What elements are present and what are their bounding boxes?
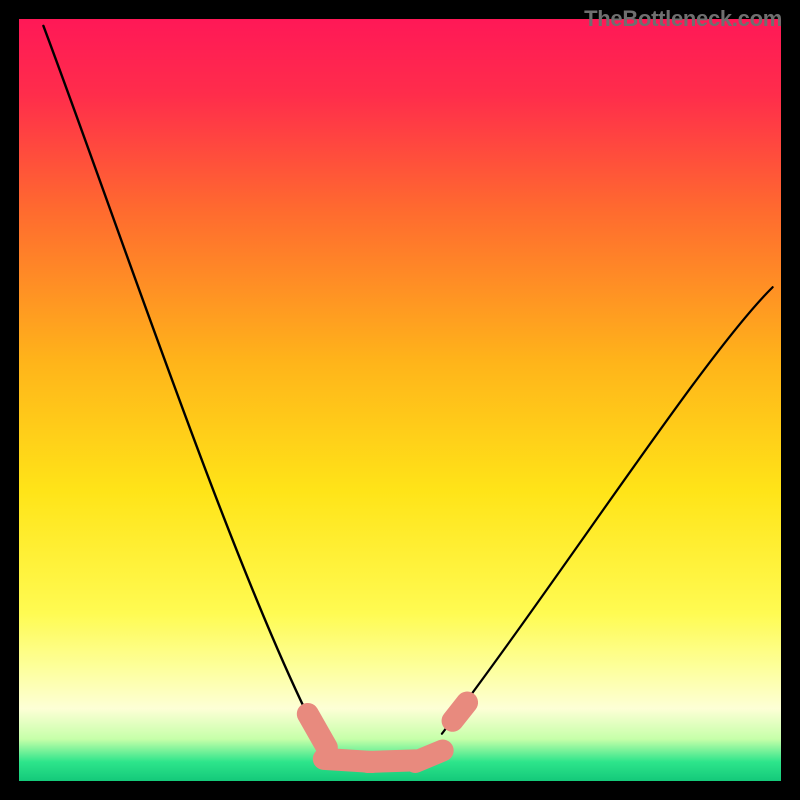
bottleneck-chart (0, 0, 800, 800)
trough-segment (453, 703, 467, 721)
chart-frame: TheBottleneck.com (0, 0, 800, 800)
trough-segment (415, 751, 442, 762)
watermark-text: TheBottleneck.com (584, 6, 782, 32)
chart-gradient-bg (19, 19, 781, 781)
